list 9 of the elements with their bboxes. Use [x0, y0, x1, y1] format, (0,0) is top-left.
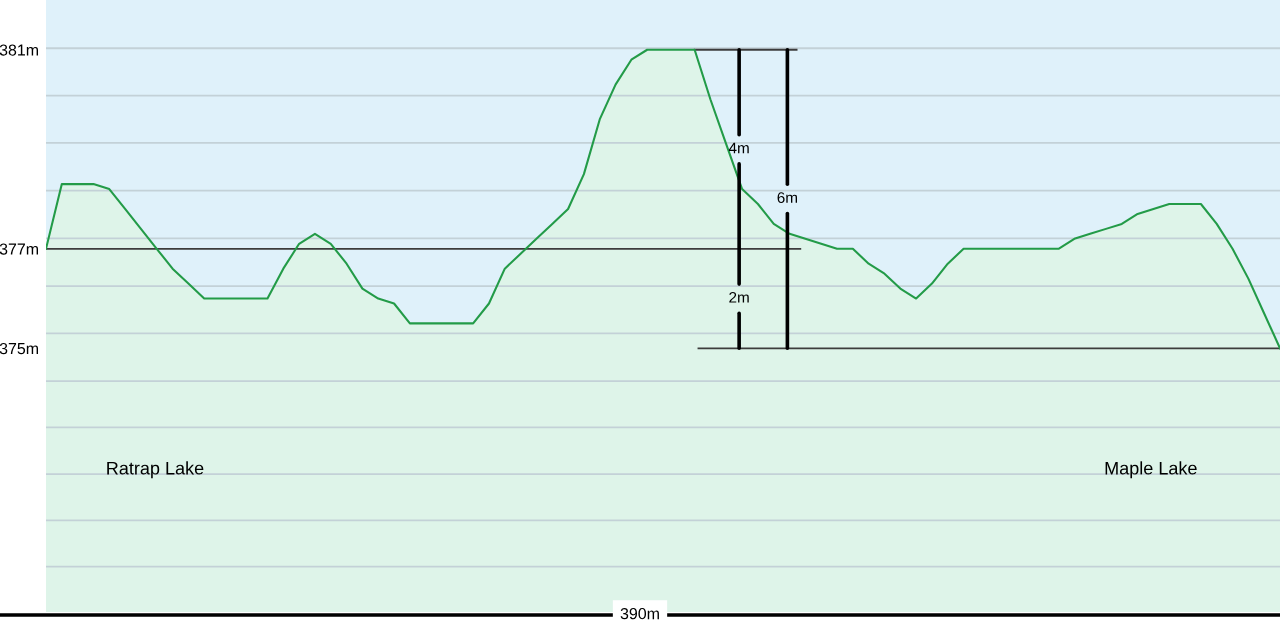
annotation: 2m	[729, 291, 749, 303]
annotation: 6m	[777, 192, 797, 203]
annotation: Ratrap Lake	[107, 461, 204, 479]
x-axis-title: 390m	[620, 607, 659, 620]
annotation: Maple Lake	[1105, 461, 1197, 479]
annotation: 4m	[728, 142, 749, 154]
y-tick-label: 381m	[0, 44, 39, 56]
y-tick-label: 375m	[0, 342, 39, 355]
y-tick-label: 377m	[0, 243, 39, 255]
